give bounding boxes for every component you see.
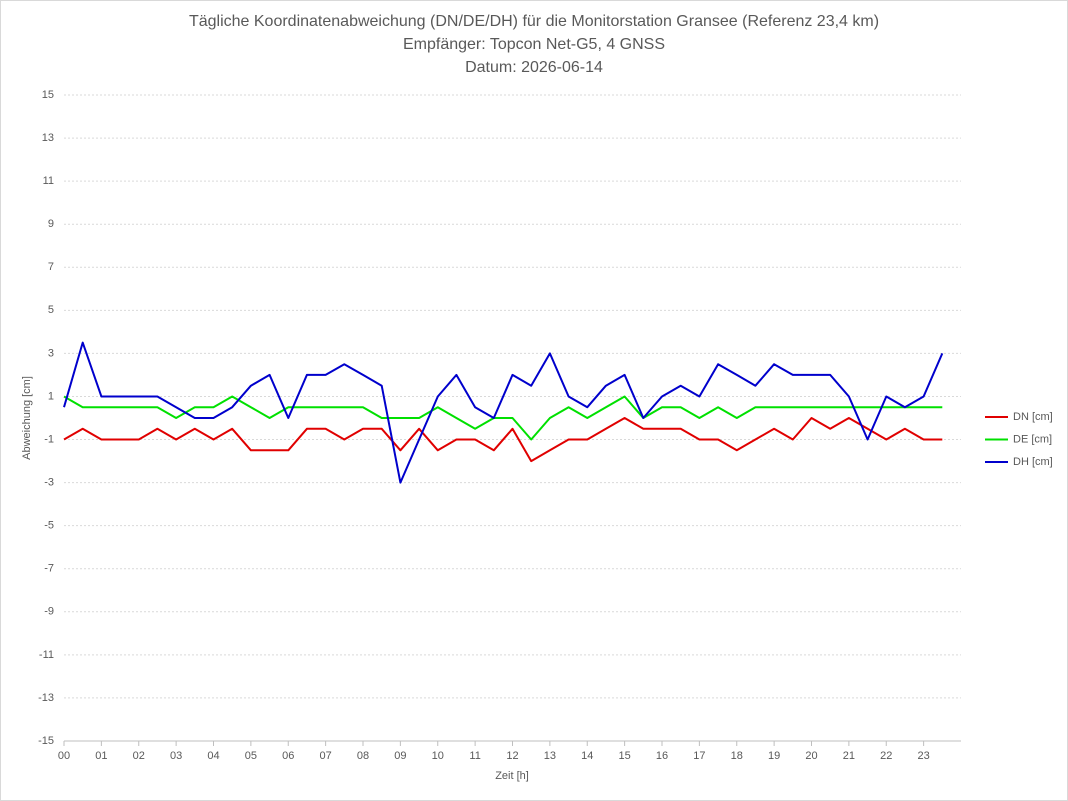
y-tick-label: -9 xyxy=(44,606,54,618)
y-tick-label: -1 xyxy=(44,433,54,445)
x-tick-label: 18 xyxy=(731,750,743,762)
x-tick-label: 01 xyxy=(95,750,107,762)
y-tick-label: -13 xyxy=(38,692,54,704)
x-tick-label: 10 xyxy=(432,750,444,762)
x-tick-label: 16 xyxy=(656,750,668,762)
x-tick-label: 14 xyxy=(581,750,593,762)
legend-label: DH [cm] xyxy=(1013,456,1053,468)
x-tick-label: 12 xyxy=(506,750,518,762)
y-tick-label: 1 xyxy=(48,390,54,402)
x-tick-label: 19 xyxy=(768,750,780,762)
y-tick-label: -3 xyxy=(44,477,54,489)
y-tick-label: 15 xyxy=(42,89,54,101)
x-axis-label: Zeit [h] xyxy=(495,770,529,782)
x-tick-label: 21 xyxy=(843,750,855,762)
y-tick-label: 3 xyxy=(48,347,54,359)
y-tick-label: 11 xyxy=(43,175,54,187)
x-tick-label: 02 xyxy=(133,750,145,762)
x-tick-label: 09 xyxy=(394,750,406,762)
x-tick-label: 00 xyxy=(58,750,70,762)
x-tick-label: 06 xyxy=(282,750,294,762)
x-tick-label: 11 xyxy=(469,750,480,762)
data-line xyxy=(63,395,943,441)
y-tick-label: 9 xyxy=(48,218,54,230)
x-tick-label: 03 xyxy=(170,750,182,762)
y-tick-label: 7 xyxy=(48,261,54,273)
y-tick-label: -7 xyxy=(44,563,54,575)
chart-date: Datum: 2026-06-14 xyxy=(465,59,603,76)
chart-subtitle: Empfänger: Topcon Net-G5, 4 GNSS xyxy=(403,36,665,53)
y-tick-label: -11 xyxy=(39,649,54,661)
x-tick-label: 05 xyxy=(245,750,257,762)
x-tick-label: 20 xyxy=(805,750,817,762)
x-tick-label: 22 xyxy=(880,750,892,762)
y-tick-label: 5 xyxy=(48,304,54,316)
y-tick-label: -15 xyxy=(38,735,54,747)
data-line xyxy=(63,341,944,484)
y-tick-label: -5 xyxy=(44,520,54,532)
legend-label: DE [cm] xyxy=(1013,433,1052,445)
x-tick-label: 15 xyxy=(619,750,631,762)
x-tick-label: 23 xyxy=(918,750,930,762)
y-tick-label: 13 xyxy=(42,132,54,144)
x-tick-label: 13 xyxy=(544,750,556,762)
chart-title: Tägliche Koordinatenabweichung (DN/DE/DH… xyxy=(189,13,879,30)
x-tick-label: 04 xyxy=(207,750,219,762)
data-line xyxy=(63,417,943,463)
x-tick-label: 07 xyxy=(320,750,332,762)
x-tick-label: 17 xyxy=(693,750,705,762)
y-axis-label: Abweichung [cm] xyxy=(21,376,33,460)
x-tick-label: 08 xyxy=(357,750,369,762)
legend-label: DN [cm] xyxy=(1013,411,1053,423)
